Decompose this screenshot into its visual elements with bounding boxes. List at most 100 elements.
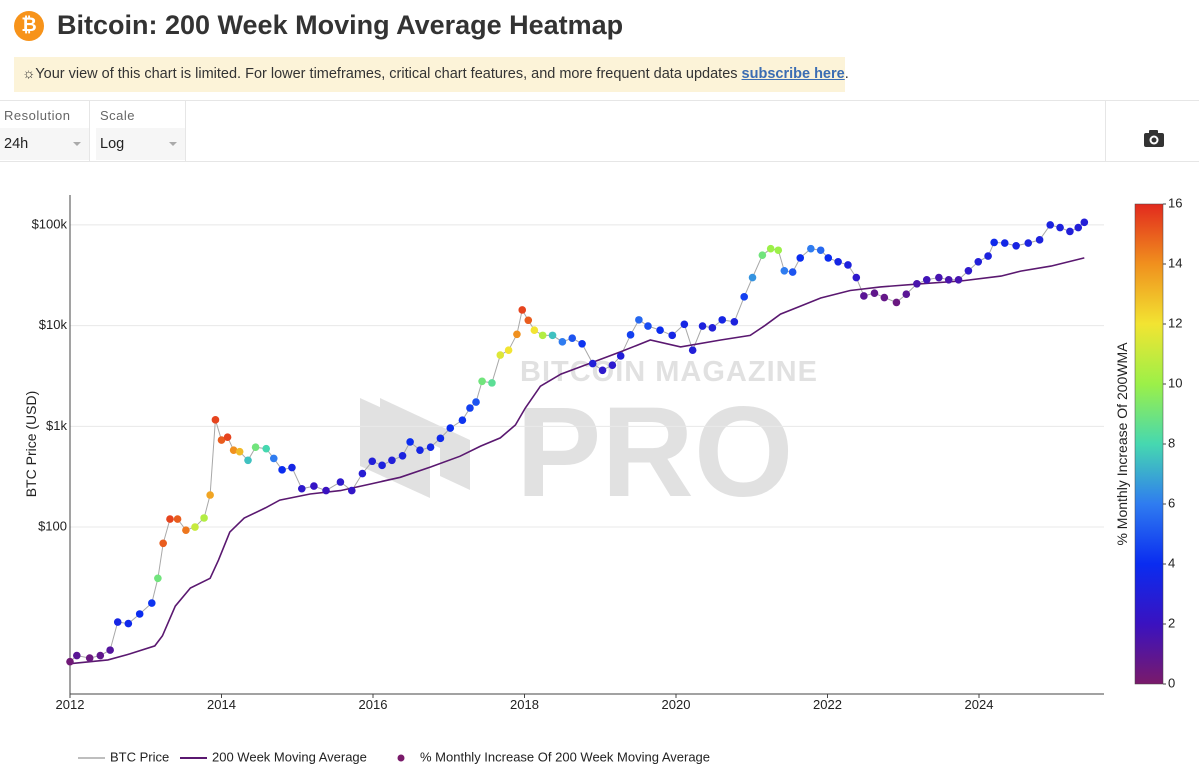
heat-dot bbox=[740, 293, 748, 301]
legend-label: 200 Week Moving Average bbox=[212, 749, 367, 764]
heat-dot bbox=[406, 438, 414, 446]
heat-dot bbox=[1024, 239, 1033, 247]
heat-dot bbox=[913, 280, 921, 288]
heat-dot bbox=[558, 338, 567, 346]
heat-dot bbox=[269, 454, 278, 463]
watermark-text: BITCOIN MAGAZINE bbox=[520, 356, 818, 388]
heat-dot bbox=[358, 469, 367, 478]
heat-dot bbox=[106, 646, 114, 654]
colorbar-tick-label: 14 bbox=[1168, 255, 1182, 270]
heat-dot bbox=[113, 618, 122, 626]
heat-dot bbox=[66, 657, 74, 666]
heat-dot bbox=[598, 366, 607, 375]
heat-dot bbox=[635, 316, 643, 324]
heat-dot bbox=[124, 619, 133, 628]
heat-dot bbox=[206, 491, 214, 499]
notice-banner: ☼Your view of this chart is limited. For… bbox=[14, 57, 849, 92]
heat-dot bbox=[135, 610, 144, 618]
scale-dropdown[interactable]: Log bbox=[96, 128, 185, 160]
heat-dot bbox=[588, 359, 597, 368]
heat-dot bbox=[504, 346, 513, 354]
heat-dot bbox=[902, 290, 911, 299]
camera-button[interactable] bbox=[1105, 101, 1199, 161]
colorbar-tick-label: 16 bbox=[1168, 195, 1182, 210]
x-tick-label: 2022 bbox=[813, 697, 842, 712]
heat-dot bbox=[1056, 223, 1064, 232]
y-tick-label: $10k bbox=[39, 317, 68, 332]
heat-dot bbox=[347, 486, 356, 495]
heat-dot bbox=[922, 275, 931, 284]
heat-dot bbox=[85, 654, 94, 662]
controls: Resolution 24h Scale Log bbox=[0, 100, 1199, 162]
colorbar-tick-label: 0 bbox=[1168, 675, 1175, 690]
heat-dot bbox=[446, 424, 455, 432]
colorbar-title: % Monthly Increase Of 200WMA bbox=[1114, 342, 1130, 546]
colorbar-tick-label: 10 bbox=[1168, 375, 1182, 390]
heat-dot bbox=[944, 275, 953, 284]
heat-dot bbox=[518, 306, 527, 314]
heat-dot bbox=[310, 482, 318, 490]
heat-dot bbox=[466, 404, 474, 412]
colorbar-tick-label: 12 bbox=[1168, 315, 1182, 330]
heat-dot bbox=[322, 486, 330, 495]
heat-dot bbox=[513, 330, 521, 339]
heat-dot bbox=[568, 334, 577, 342]
heat-dot bbox=[478, 377, 486, 386]
heat-dot bbox=[616, 352, 625, 360]
notice-end: . bbox=[844, 66, 849, 82]
heat-dot bbox=[964, 267, 973, 275]
heat-dot bbox=[297, 484, 306, 493]
heat-dot bbox=[892, 298, 901, 307]
heat-dot bbox=[548, 331, 557, 340]
heat-dot bbox=[860, 292, 868, 300]
heat-dot bbox=[166, 515, 174, 523]
heat-dot bbox=[935, 273, 943, 282]
heat-dot bbox=[758, 251, 767, 260]
heat-dot bbox=[436, 434, 445, 443]
heat-dot bbox=[530, 326, 539, 335]
heat-dot bbox=[182, 526, 190, 535]
control-label: Resolution bbox=[4, 108, 71, 123]
heat-dot bbox=[524, 316, 533, 325]
heat-dot bbox=[191, 523, 199, 531]
heat-dot bbox=[698, 322, 707, 330]
heat-dot bbox=[1074, 223, 1083, 232]
subscribe-link[interactable]: subscribe here bbox=[741, 66, 845, 82]
heat-dot bbox=[834, 257, 842, 266]
colorbar-tick-label: 8 bbox=[1168, 435, 1175, 450]
heat-dot bbox=[368, 457, 377, 466]
heat-dot bbox=[844, 261, 852, 269]
colorbar-tick-label: 6 bbox=[1168, 495, 1175, 510]
heat-dot bbox=[644, 322, 652, 330]
heat-dot bbox=[154, 574, 162, 583]
heat-dot bbox=[656, 326, 664, 335]
heat-dot bbox=[278, 466, 286, 474]
y-axis-title: BTC Price (USD) bbox=[23, 391, 39, 498]
heat-dot bbox=[578, 339, 586, 348]
heat-dot bbox=[1035, 236, 1044, 244]
heat-dot bbox=[336, 478, 345, 486]
heat-dot bbox=[668, 331, 677, 340]
heat-dot bbox=[488, 379, 496, 387]
resolution-dropdown[interactable]: 24h bbox=[0, 128, 89, 160]
legend-label: BTC Price bbox=[110, 749, 169, 764]
heat-dot bbox=[148, 599, 156, 607]
x-tick-label: 2018 bbox=[510, 697, 539, 712]
control-label: Scale bbox=[100, 108, 136, 123]
heat-dot bbox=[880, 293, 889, 302]
x-tick-label: 2016 bbox=[359, 697, 388, 712]
resolution-control: Resolution 24h bbox=[0, 101, 90, 161]
heat-dot bbox=[766, 244, 775, 253]
heat-dot bbox=[388, 456, 396, 465]
heat-dot bbox=[458, 416, 467, 425]
heat-dot bbox=[496, 351, 505, 359]
heat-dot bbox=[824, 254, 833, 262]
watermark: BITCOIN MAGAZINE PRO bbox=[360, 356, 818, 524]
x-tick-label: 2012 bbox=[56, 697, 85, 712]
heat-dot bbox=[472, 398, 480, 406]
heat-dot bbox=[708, 324, 717, 332]
heat-dot bbox=[1066, 227, 1074, 236]
heat-dot bbox=[780, 267, 789, 275]
heat-dot bbox=[229, 446, 238, 454]
